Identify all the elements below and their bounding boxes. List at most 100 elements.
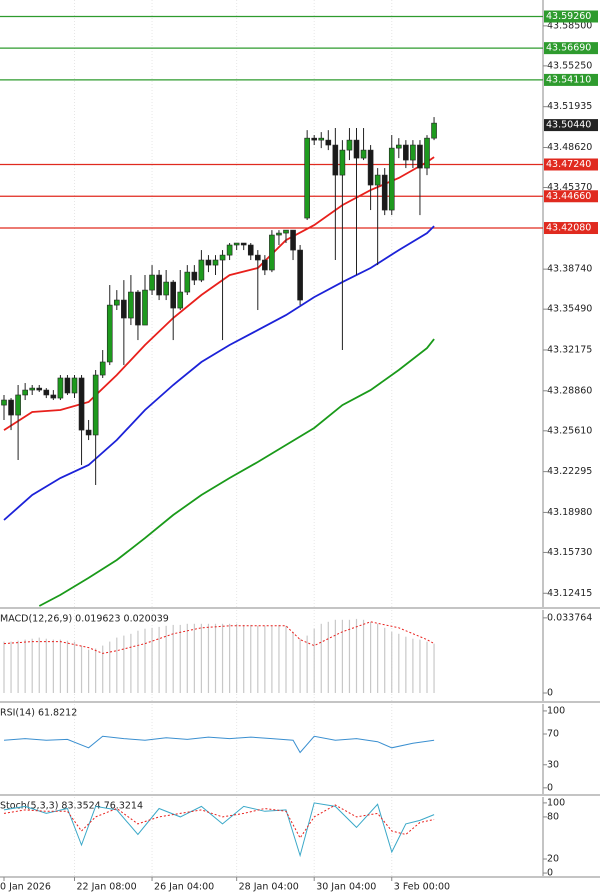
y-tick-label: 20 [547, 854, 559, 865]
level-label-box [544, 42, 598, 55]
level-label-box [544, 73, 598, 86]
candle-body [226, 244, 233, 256]
candle-body [50, 394, 57, 399]
indicator-title: RSI(14) 61.8212 [0, 708, 77, 719]
y-tick-label: 43.22295 [547, 466, 592, 477]
candle-body [135, 291, 141, 326]
candle-body [346, 139, 353, 151]
candle-body [247, 244, 254, 256]
candle-body [128, 291, 134, 319]
current-price-label: 43.50440 [546, 120, 591, 131]
level-label: 43.47240 [546, 159, 591, 170]
y-tick-label: 43.51935 [547, 101, 592, 112]
candle-body [142, 289, 148, 326]
level-label: 43.54110 [546, 74, 591, 85]
y-tick-label: 80 [547, 811, 559, 822]
candle-body [121, 299, 127, 319]
candle-body [156, 274, 162, 296]
candle-body [424, 137, 430, 169]
candle-body [318, 137, 325, 141]
candle-body [205, 259, 212, 266]
y-tick-label: 0 [547, 868, 553, 879]
y-tick-label: 43.12415 [547, 588, 592, 599]
candle-body [240, 242, 247, 246]
y-tick-label: 100 [547, 797, 565, 808]
indicator-line [38, 338, 435, 607]
indicator-line [3, 225, 435, 521]
y-tick-label: 43.28860 [547, 385, 592, 396]
candle-body [283, 229, 289, 234]
level-label-box [544, 190, 598, 203]
candle-body [262, 259, 268, 271]
candle-body [395, 144, 402, 149]
level-label: 43.44660 [546, 191, 591, 202]
y-tick-label: 43.15730 [547, 547, 592, 558]
candle-body [1, 399, 7, 406]
y-tick-label: 43.25610 [547, 425, 592, 436]
candle-body [219, 254, 226, 261]
candle-body [388, 147, 395, 211]
candle-body [92, 374, 99, 436]
candle-body [311, 137, 318, 141]
y-tick-label: 100 [547, 705, 565, 716]
candle-body [403, 144, 409, 161]
x-tick-label: 30 Jan 04:00 [316, 882, 376, 893]
y-tick-label: 30 [547, 759, 559, 770]
candle-body [43, 389, 50, 396]
candle-body [353, 139, 360, 159]
x-tick-label: 3 Feb 00:00 [394, 882, 450, 893]
candle-body [276, 232, 282, 236]
x-tick-label: 28 Jan 04:00 [239, 882, 299, 893]
x-tick-label: 26 Jan 04:00 [154, 882, 214, 893]
y-tick-label: 0.033764 [547, 612, 592, 623]
y-tick-label: 43.58500 [547, 20, 592, 31]
current-price-box [544, 119, 598, 132]
candle-body [29, 387, 36, 391]
candle-body [304, 137, 310, 219]
y-tick-label: 0 [547, 687, 553, 698]
candle-body [410, 144, 416, 161]
candle-body [114, 299, 120, 306]
level-label-box [544, 10, 598, 23]
candle-body [106, 304, 113, 363]
candle-body [177, 291, 184, 309]
indicator-line [3, 621, 435, 654]
y-tick-label: 43.48620 [547, 142, 592, 153]
indicator-line [3, 802, 435, 858]
candle-body [191, 271, 198, 281]
y-tick-label: 43.18980 [547, 507, 592, 518]
candle-body [15, 394, 21, 416]
x-tick-label: 0 Jan 2026 [0, 882, 51, 893]
y-tick-label: 43.32175 [547, 344, 592, 355]
candle-body [8, 399, 14, 416]
candle-body [332, 144, 339, 176]
candle-body [255, 254, 261, 261]
candle-body [417, 144, 423, 169]
candle-body [290, 229, 296, 251]
level-label-box [544, 158, 598, 171]
level-label: 43.42080 [546, 223, 591, 234]
level-label: 43.59260 [546, 11, 591, 22]
candle-body [184, 271, 191, 293]
indicator-title: MACD(12,26,9) 0.019623 0.020039 [0, 614, 169, 625]
y-tick-label: 43.55250 [547, 60, 592, 71]
indicator-line [3, 735, 435, 754]
candle-body [325, 139, 332, 146]
y-tick-label: 43.35490 [547, 304, 592, 315]
candle-body [367, 149, 374, 186]
candle-body [99, 361, 106, 376]
y-tick-label: 0 [547, 782, 553, 793]
candle-body [431, 122, 437, 139]
candle-body [71, 377, 78, 394]
y-tick-label: 43.45370 [547, 182, 592, 193]
indicator-title: Stoch(5,3,3) 83.3524 76.3214 [0, 801, 143, 812]
candle-body [360, 149, 367, 159]
y-tick-label: 43.38740 [547, 264, 592, 275]
candle-body [149, 274, 155, 291]
x-tick-label: 22 Jan 08:00 [77, 882, 137, 893]
candle-body [381, 174, 388, 211]
candle-body [85, 429, 92, 436]
candle-body [78, 377, 85, 431]
